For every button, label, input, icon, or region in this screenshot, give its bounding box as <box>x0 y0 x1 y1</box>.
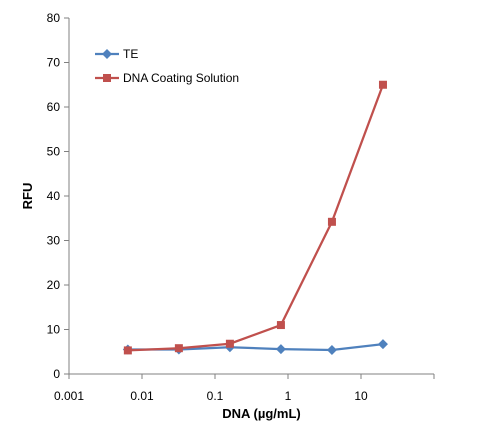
legend-label: TE <box>123 47 138 61</box>
y-tick-label: 30 <box>47 234 61 248</box>
y-tick-label: 10 <box>47 323 61 337</box>
data-point <box>327 217 336 226</box>
legend: TE DNA Coating Solution <box>95 47 239 85</box>
y-tick-label: 50 <box>47 145 61 159</box>
x-ticks: 0.001 0.01 0.1 1 10 <box>54 374 435 403</box>
data-point <box>276 321 285 330</box>
x-tick-label: 10 <box>354 389 368 403</box>
y-tick-label: 0 <box>53 367 60 381</box>
data-point <box>377 339 388 350</box>
y-tick-label: 40 <box>47 189 61 203</box>
data-point <box>225 339 234 348</box>
y-tick-label: 20 <box>47 278 61 292</box>
x-tick-label: 0.001 <box>54 389 84 403</box>
series-layer <box>122 80 388 355</box>
data-point <box>378 80 387 89</box>
series-1 <box>122 339 388 355</box>
y-axis-title: RFU <box>20 183 35 210</box>
y-tick-label: 70 <box>47 56 61 70</box>
x-tick-label: 0.01 <box>130 389 154 403</box>
y-tick-label: 60 <box>47 100 61 114</box>
legend-item: DNA Coating Solution <box>95 71 239 85</box>
y-ticks: 0 10 20 30 40 50 60 70 80 <box>47 11 69 381</box>
data-point <box>275 344 286 355</box>
data-point <box>326 344 337 355</box>
x-tick-label: 0.1 <box>207 389 224 403</box>
x-axis-title: DNA (µg/mL) <box>222 406 301 421</box>
series-2 <box>123 80 387 355</box>
legend-swatch-marker <box>103 74 111 82</box>
legend-label: DNA Coating Solution <box>123 71 239 85</box>
data-point <box>174 344 183 353</box>
legend-item: TE <box>95 47 138 61</box>
x-tick-label: 1 <box>285 389 292 403</box>
y-tick-label: 80 <box>47 11 61 25</box>
data-point <box>123 346 132 355</box>
legend-swatch-marker <box>102 49 112 59</box>
series-line <box>127 84 385 352</box>
